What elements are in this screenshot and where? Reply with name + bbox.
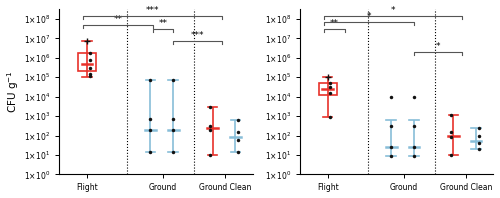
Text: ***: ***	[190, 31, 204, 40]
Text: **: **	[114, 15, 122, 24]
Text: ***: ***	[146, 6, 160, 15]
Bar	[318, 83, 336, 95]
Text: *: *	[367, 12, 372, 21]
Text: **: **	[158, 19, 168, 28]
Text: *: *	[391, 6, 396, 15]
Y-axis label: CFU g$^{-1}$: CFU g$^{-1}$	[6, 70, 22, 113]
Text: **: **	[330, 19, 339, 28]
Text: *: *	[436, 42, 440, 51]
Bar	[78, 53, 96, 71]
